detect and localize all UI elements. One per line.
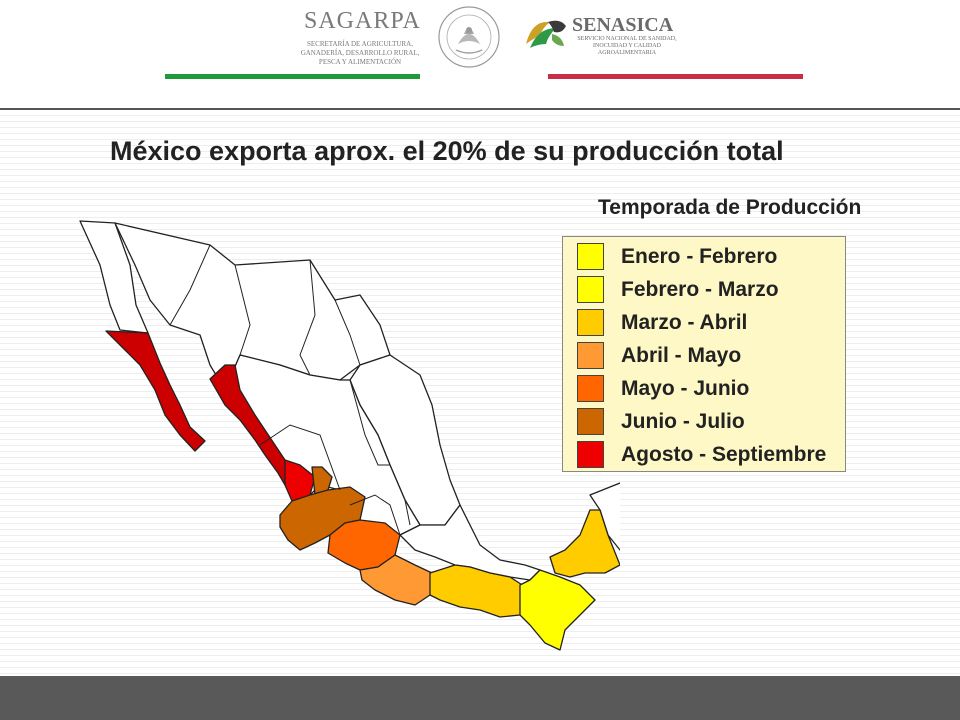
legend-label: Marzo - Abril xyxy=(621,311,748,334)
header: SAGARPA SECRETARÍA DE AGRICULTURA, GANAD… xyxy=(0,0,960,100)
sagarpa-subtitle: SECRETARÍA DE AGRICULTURA, GANADERÍA, DE… xyxy=(300,40,420,66)
legend-swatch xyxy=(577,375,604,402)
legend-swatch xyxy=(577,243,604,270)
region-gulf-states xyxy=(399,504,541,581)
legend-label: Enero - Febrero xyxy=(621,245,778,268)
region-baja-california-sur xyxy=(105,330,206,452)
mexico-map xyxy=(79,220,620,651)
header-green-bar xyxy=(165,74,420,79)
region-jalisco-north xyxy=(311,466,333,496)
legend-label: Abril - Mayo xyxy=(621,344,742,367)
region-chiapas xyxy=(519,569,596,651)
legend-swatch xyxy=(577,276,604,303)
senasica-name: SENASICA xyxy=(572,14,674,36)
legend-swatch xyxy=(577,441,604,468)
mexican-coat-of-arms-seal-icon xyxy=(438,6,500,68)
legend-swatch xyxy=(577,408,604,435)
sagarpa-name: SAGARPA xyxy=(304,8,421,34)
legend-title: Temporada de Producción xyxy=(598,196,862,219)
legend-label: Febrero - Marzo xyxy=(621,278,779,301)
legend-label: Agosto - Septiembre xyxy=(621,443,827,466)
header-red-bar xyxy=(548,74,803,79)
legend-swatch xyxy=(577,342,604,369)
legend-label: Mayo - Junio xyxy=(621,377,750,400)
senasica-subtitle: SERVICIO NACIONAL DE SANIDAD, INOCUIDAD … xyxy=(577,36,677,56)
footer-bar xyxy=(0,676,960,720)
sagarpa-logo: SAGARPA SECRETARÍA DE AGRICULTURA, GANAD… xyxy=(290,6,430,68)
region-tabasco-campeche xyxy=(549,509,620,578)
slide-top-divider xyxy=(0,108,960,110)
legend: Enero - Febrero Febrero - Marzo Marzo - … xyxy=(562,236,846,472)
legend-label: Junio - Julio xyxy=(621,410,745,433)
senasica-logo-icon xyxy=(526,20,566,48)
slide-title: México exporta aprox. el 20% de su produ… xyxy=(110,136,784,166)
legend-swatch xyxy=(577,309,604,336)
